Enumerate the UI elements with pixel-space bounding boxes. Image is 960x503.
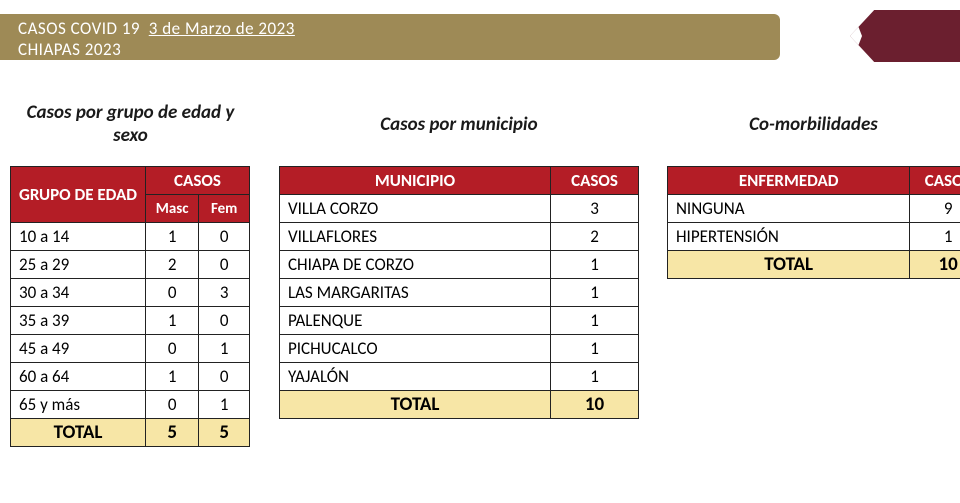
row-value: 1 [199,391,250,419]
row-label: 25 a 29 [11,251,146,279]
table-row: 30 a 3403 [11,279,250,307]
row-value: 1 [145,363,198,391]
row-value: 3 [199,279,250,307]
panel-muni: Casos por municipio MUNICIPIO CASOS VILL… [279,100,639,419]
total-row: TOTAL10 [667,251,960,279]
row-value: 1 [199,335,250,363]
row-label: VILLAFLORES [279,223,550,251]
col-enf: ENFERMEDAD [667,167,909,195]
header-date: 3 de Marzo de 2023 [149,18,295,39]
col-cases: CASOS [145,167,249,195]
row-value: 1 [910,223,960,251]
table-row: PICHUCALCO1 [279,335,638,363]
table-row: VILLA CORZO3 [279,195,638,223]
total-value: 5 [199,419,250,447]
row-value: 1 [145,307,198,335]
table-row: HIPERTENSIÓN1 [667,223,960,251]
table-row: YAJALÓN1 [279,363,638,391]
panel-comorb: Co-morbilidades ENFERMEDAD CASOS NINGUNA… [667,100,960,279]
table-row: VILLAFLORES2 [279,223,638,251]
table-row: CHIAPA DE CORZO1 [279,251,638,279]
col-muni-cases: CASOS [551,167,639,195]
row-label: 60 a 64 [11,363,146,391]
col-muni: MUNICIPIO [279,167,550,195]
header-prefix: CASOS COVID 19 [18,18,140,39]
table-row: 65 y más01 [11,391,250,419]
table-row: LAS MARGARITAS1 [279,279,638,307]
row-value: 9 [910,195,960,223]
row-value: 0 [199,223,250,251]
panel-title-muni: Casos por municipio [279,100,639,148]
table-row: 35 a 3910 [11,307,250,335]
table-row: 25 a 2920 [11,251,250,279]
total-row: TOTAL10 [279,391,638,419]
panel-title-age: Casos por grupo de edad y sexo [10,100,251,148]
row-label: 10 a 14 [11,223,146,251]
col-group: GRUPO DE EDAD [11,167,146,223]
row-value: 0 [145,391,198,419]
table-row: 60 a 6410 [11,363,250,391]
row-value: 1 [551,307,639,335]
row-value: 1 [551,335,639,363]
total-label: TOTAL [279,391,550,419]
row-value: 2 [145,251,198,279]
panel-title-comorb: Co-morbilidades [667,100,960,148]
row-label: NINGUNA [667,195,909,223]
row-value: 1 [551,363,639,391]
row-value: 0 [145,279,198,307]
panel-age-sex: Casos por grupo de edad y sexo GRUPO DE … [10,100,251,447]
row-label: YAJALÓN [279,363,550,391]
total-value: 10 [910,251,960,279]
row-label: LAS MARGARITAS [279,279,550,307]
total-row: TOTAL55 [11,419,250,447]
header-band: CASOS COVID 19 3 de Marzo de 2023 CHIAPA… [0,14,780,60]
row-label: 30 a 34 [11,279,146,307]
col-com-cases: CASOS [910,167,960,195]
row-value: 3 [551,195,639,223]
total-label: TOTAL [11,419,146,447]
table-muni: MUNICIPIO CASOS VILLA CORZO3VILLAFLORES2… [279,166,639,419]
row-label: 35 a 39 [11,307,146,335]
table-row: NINGUNA9 [667,195,960,223]
total-value: 5 [145,419,198,447]
row-value: 1 [551,279,639,307]
table-row: PALENQUE1 [279,307,638,335]
row-value: 1 [145,223,198,251]
table-comorb: ENFERMEDAD CASOS NINGUNA9HIPERTENSIÓN1TO… [667,166,960,279]
table-age-sex: GRUPO DE EDAD CASOS Masc Fem 10 a 141025… [10,166,250,447]
total-value: 10 [551,391,639,419]
row-value: 0 [199,363,250,391]
row-value: 0 [145,335,198,363]
row-value: 2 [551,223,639,251]
col-masc: Masc [145,195,198,223]
corner-accent [850,10,960,62]
row-label: 65 y más [11,391,146,419]
row-label: CHIAPA DE CORZO [279,251,550,279]
row-value: 0 [199,307,250,335]
header-line2: CHIAPAS 2023 [18,39,762,60]
row-label: PICHUCALCO [279,335,550,363]
col-fem: Fem [199,195,250,223]
row-label: VILLA CORZO [279,195,550,223]
table-row: 10 a 1410 [11,223,250,251]
table-row: 45 a 4901 [11,335,250,363]
row-label: 45 a 49 [11,335,146,363]
row-value: 1 [551,251,639,279]
row-value: 0 [199,251,250,279]
content-area: Casos por grupo de edad y sexo GRUPO DE … [10,100,960,447]
total-label: TOTAL [667,251,909,279]
row-label: PALENQUE [279,307,550,335]
row-label: HIPERTENSIÓN [667,223,909,251]
